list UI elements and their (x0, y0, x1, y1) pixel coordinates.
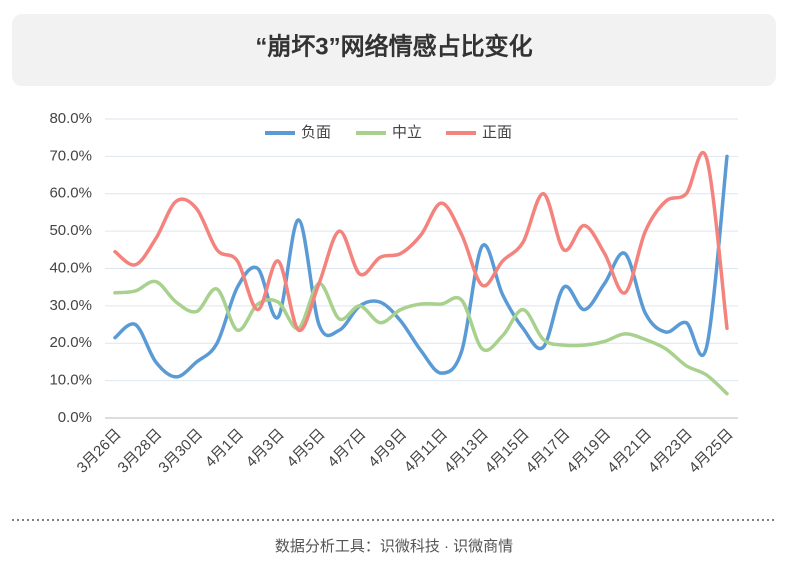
series-line (113, 154, 729, 379)
footer: 数据分析工具：识微科技 · 识微商情 (275, 538, 513, 555)
x-tick-label: 4月17日 (523, 426, 574, 477)
legend-label: 负面 (301, 124, 331, 141)
x-tick-label: 4月21日 (604, 426, 655, 477)
x-tick-label: 4月15日 (482, 426, 533, 477)
y-tick-label: 30.0% (49, 297, 92, 314)
x-tick-label: 4月7日 (324, 426, 369, 471)
x-tick-label: 4月19日 (563, 426, 614, 477)
x-tick-label: 4月3日 (243, 426, 288, 471)
y-tick-label: 40.0% (49, 259, 92, 276)
chart-title: “崩坏3”网络情感占比变化 (255, 32, 532, 60)
x-tick-label: 4月13日 (441, 426, 492, 477)
legend-label: 中立 (392, 124, 422, 141)
x-tick-label: 4月1日 (202, 426, 247, 471)
y-tick-label: 60.0% (49, 185, 92, 202)
x-tick-label: 3月28日 (115, 426, 166, 477)
y-tick-label: 20.0% (49, 334, 92, 351)
x-tick-label: 4月25日 (686, 426, 737, 477)
y-tick-label: 0.0% (58, 409, 92, 426)
title-box (12, 14, 776, 86)
x-tick-label: 4月23日 (645, 426, 696, 477)
legend-label: 正面 (482, 124, 512, 141)
series-line (113, 150, 729, 332)
y-tick-label: 10.0% (49, 372, 92, 389)
y-tick-label: 80.0% (49, 110, 92, 127)
y-tick-label: 70.0% (49, 147, 92, 164)
x-tick-label: 4月5日 (284, 426, 329, 471)
series-line (113, 279, 729, 396)
x-tick-label: 3月30日 (155, 426, 206, 477)
y-tick-label: 50.0% (49, 222, 92, 239)
x-tick-label: 3月26日 (74, 426, 125, 477)
